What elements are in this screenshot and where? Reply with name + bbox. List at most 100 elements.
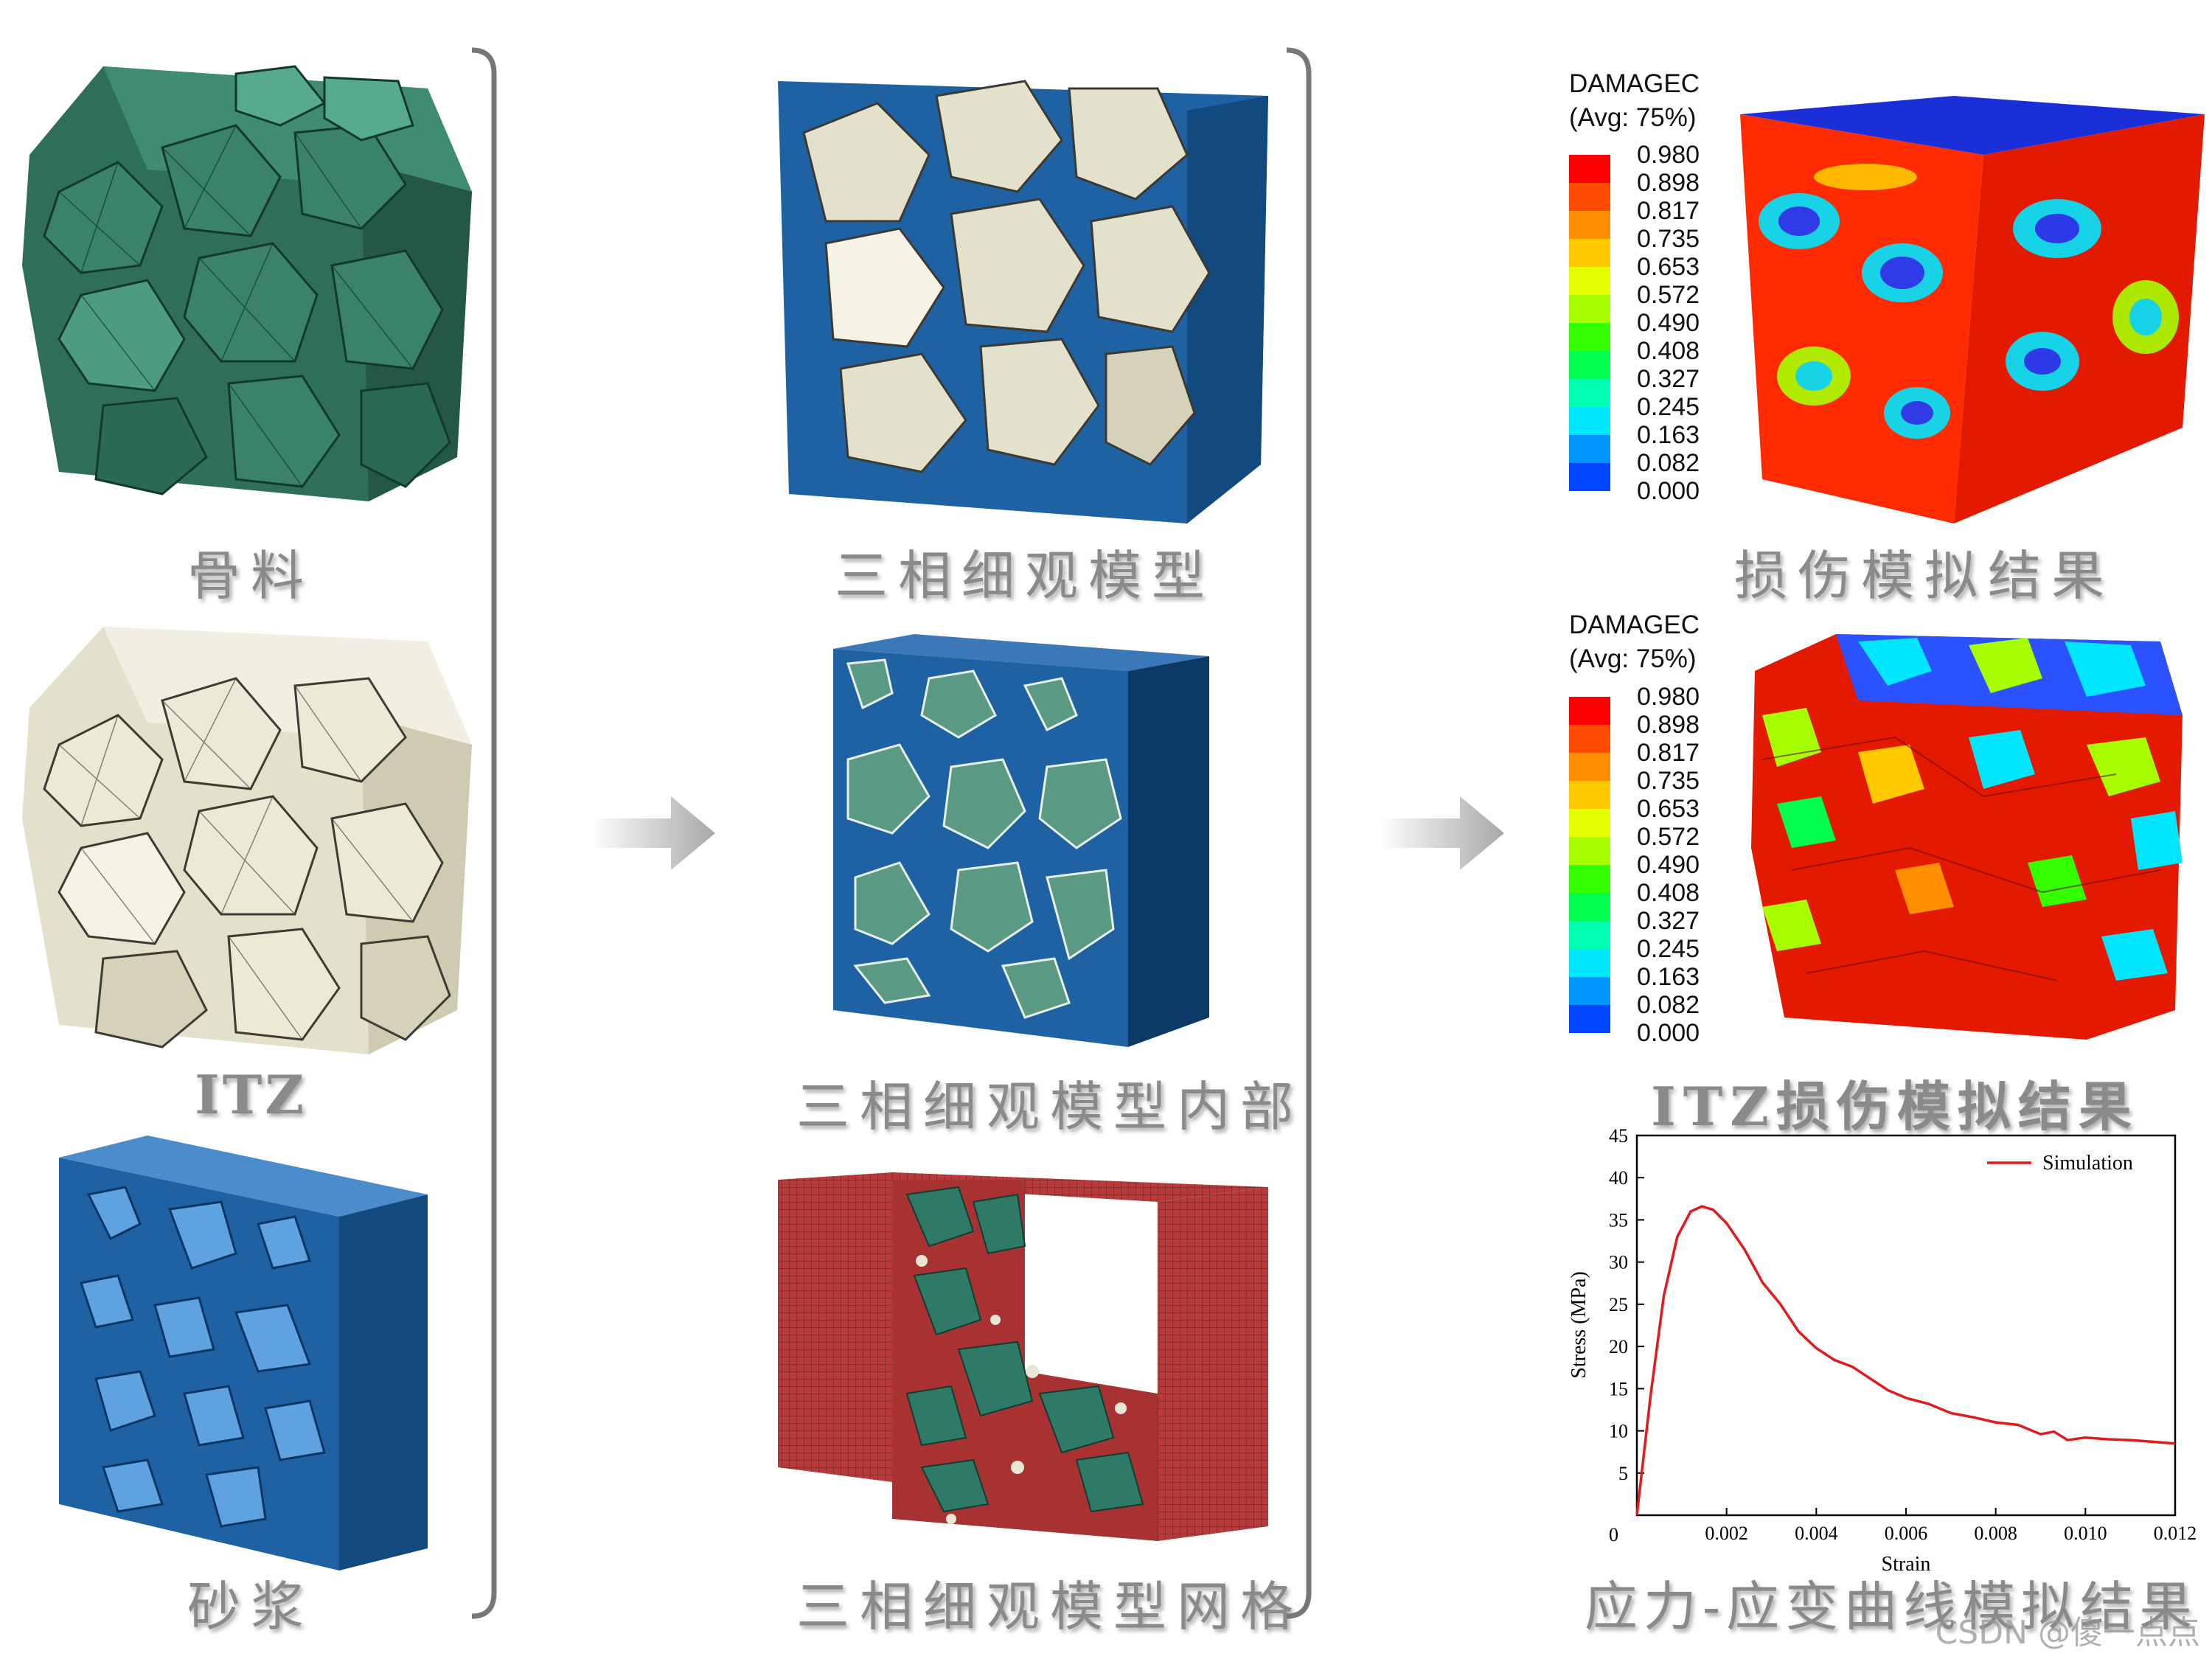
caption-mortar: 砂浆 [187, 1576, 314, 1638]
caption-three-phase: 三相细观模型 [834, 545, 1215, 607]
caption-three-phase-mesh: 三相细观模型网格 [796, 1576, 1304, 1638]
legend-1-row: 0.490 [1569, 309, 1731, 351]
legend-1-row: 0.572 [1569, 281, 1731, 323]
three-phase-mesh-image [778, 1172, 1268, 1541]
legend-1-row: 0.898 [1569, 169, 1731, 211]
legend-2-color-swatch [1569, 865, 1610, 893]
legend-2-title: DAMAGEC [1569, 611, 1700, 639]
chart-y-ticks: 5 10 15 20 25 30 35 40 45 [1609, 1125, 1644, 1484]
legend-1-value-label: 0.490 [1637, 309, 1700, 337]
chart-y-tick-label: 40 [1609, 1167, 1628, 1189]
chart-y-tick-label: 45 [1609, 1125, 1628, 1147]
legend-1-title: DAMAGEC [1569, 69, 1700, 98]
legend-2-subtitle: (Avg: 75%) [1569, 644, 1697, 673]
legend-2-color-swatch [1569, 1005, 1610, 1033]
flow-arrow-1 [590, 796, 715, 870]
legend-1-value-label: 0.980 [1637, 141, 1700, 169]
legend-1-row: 0.408 [1569, 337, 1731, 379]
caption-itz: ITZ [195, 1063, 307, 1126]
chart-x-axis-label: Strain [1882, 1553, 1931, 1576]
legend-1-row: 0.245 [1569, 393, 1731, 435]
legend-2-color-swatch [1569, 837, 1610, 865]
chart-y-tick-label: 10 [1609, 1421, 1628, 1442]
legend-2-row: 0.082 [1569, 991, 1731, 1033]
legend-2-row: 0.163 [1569, 963, 1731, 1005]
damage-legend-1: 0.980 0.898 0.817 0.735 0.653 0.572 0.490 0.408… [1569, 141, 1746, 505]
flow-arrow-2 [1379, 796, 1504, 870]
damage-legend-2: 0.980 0.898 0.817 0.735 0.653 0.572 0.490 0.408… [1569, 683, 1746, 1047]
legend-1-row: 0.653 [1569, 253, 1731, 295]
chart-y-tick-label: 35 [1609, 1209, 1628, 1231]
legend-2-value-label: 0.817 [1637, 739, 1700, 767]
legend-2-row: 0.327 [1569, 907, 1731, 949]
legend-1-row: 0.000 [1569, 477, 1731, 519]
legend-2-color-swatch [1569, 893, 1610, 921]
legend-2-row: 0.980 [1569, 683, 1731, 725]
chart-y-axis-label: Stress (MPa) [1568, 1271, 1590, 1378]
legend-2-row: 0.653 [1569, 795, 1731, 837]
chart-x-tick-label: 0.006 [1885, 1523, 1928, 1544]
legend-1-value-label: 0.245 [1637, 393, 1700, 421]
legend-2-value-label: 0.327 [1637, 907, 1700, 935]
middle-bracket [1286, 47, 1312, 1619]
legend-2-value-label: 0.898 [1637, 711, 1700, 739]
legend-1-value-label: 0.817 [1637, 197, 1700, 225]
legend-1-color-swatch [1569, 435, 1610, 463]
left-bracket [471, 47, 497, 1619]
damage-cube-image [1740, 96, 2205, 524]
legend-1-color-swatch [1569, 183, 1610, 211]
caption-three-phase-interior: 三相细观模型内部 [796, 1076, 1304, 1138]
legend-2-value-label: 0.572 [1637, 823, 1700, 851]
legend-1-color-swatch [1569, 267, 1610, 295]
three-phase-interior-image [833, 634, 1209, 1047]
aggregate-particles [43, 65, 451, 495]
legend-1-color-swatch [1569, 155, 1610, 183]
itz-damage-image [1751, 634, 2183, 1040]
chart-y-tick-label: 30 [1609, 1252, 1628, 1273]
legend-1-row: 0.327 [1569, 365, 1731, 407]
legend-1-value-label: 0.408 [1637, 337, 1700, 365]
damage-patches [1759, 164, 2179, 439]
legend-1-row: 0.735 [1569, 225, 1731, 267]
interior-front-face [833, 649, 1128, 1047]
legend-2-row: 0.572 [1569, 823, 1731, 865]
legend-1-row: 0.163 [1569, 421, 1731, 463]
legend-2-row: 0.408 [1569, 879, 1731, 921]
chart-x-tick-label: 0.004 [1795, 1523, 1838, 1544]
legend-2-color-swatch [1569, 921, 1610, 949]
damage-side-face [1954, 114, 2205, 524]
chart-y-tick-label: 25 [1609, 1294, 1628, 1315]
chart-legend-label: Simulation [2042, 1152, 2133, 1175]
legend-2-color-swatch [1569, 781, 1610, 809]
legend-1-subtitle: (Avg: 75%) [1569, 103, 1697, 132]
legend-1-value-label: 0.082 [1637, 449, 1700, 477]
legend-2-value-label: 0.980 [1637, 683, 1700, 711]
legend-2-value-label: 0.163 [1637, 963, 1700, 991]
caption-damage-result: 损伤模拟结果 [1733, 545, 2115, 607]
legend-1-row: 0.082 [1569, 449, 1731, 491]
mesh-left-face [778, 1180, 892, 1482]
chart-x-tick-label: 0.012 [2154, 1523, 2197, 1544]
chart-plot-frame [1635, 1134, 2177, 1517]
legend-1-color-swatch [1569, 239, 1610, 267]
legend-2-value-label: 0.408 [1637, 879, 1700, 907]
mortar-voids [80, 1186, 326, 1528]
mesh-aggregates [905, 1186, 1144, 1513]
chart-x-ticks: 0.002 0.004 0.006 0.008 0.010 0.012 [1636, 1508, 2197, 1544]
chart-y-tick-label: 15 [1609, 1378, 1628, 1399]
legend-2-value-label: 0.082 [1637, 991, 1700, 1019]
legend-1-color-swatch [1569, 323, 1610, 351]
legend-2-row: 0.000 [1569, 1019, 1731, 1061]
legend-1-color-swatch [1569, 463, 1610, 491]
chart-x-tick-label: 0.010 [2064, 1523, 2107, 1544]
legend-1-row: 0.817 [1569, 197, 1731, 239]
interior-side-face [1128, 656, 1209, 1047]
legend-2-row: 0.898 [1569, 711, 1731, 753]
legend-2-color-swatch [1569, 809, 1610, 837]
chart-y-tick-label: 20 [1609, 1336, 1628, 1357]
aggregate-cube-image [22, 65, 472, 501]
legend-1-color-swatch [1569, 295, 1610, 323]
watermark: CSDN @傻一点点 [1935, 1614, 2200, 1652]
caption-itz-damage-result: ITZ损伤模拟结果 [1651, 1075, 2139, 1138]
legend-2-value-label: 0.653 [1637, 795, 1700, 823]
